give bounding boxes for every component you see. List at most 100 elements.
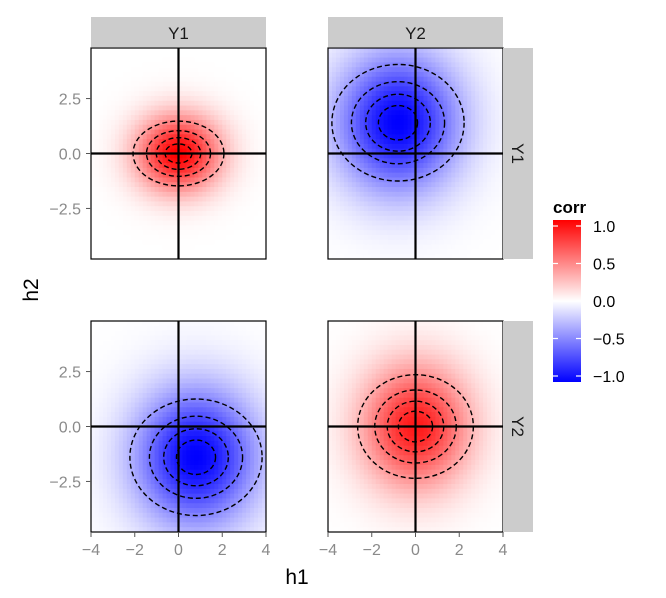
- heat-cell: [150, 62, 156, 68]
- heat-cell: [435, 167, 440, 174]
- heat-cell: [379, 139, 385, 145]
- heat-cell: [451, 191, 456, 198]
- heat-cell: [174, 115, 180, 121]
- heat-cell: [222, 105, 227, 111]
- heat-cell: [339, 158, 345, 164]
- heat-cell: [162, 196, 168, 203]
- heat-cell: [162, 402, 168, 408]
- heat-cell: [210, 196, 215, 203]
- heat-cell: [126, 187, 132, 193]
- heat-cell: [343, 177, 349, 183]
- heat-cell: [194, 244, 199, 251]
- heat-cell: [118, 57, 124, 63]
- heat-cell: [347, 215, 353, 222]
- heat-cell: [331, 239, 337, 246]
- heat-cell: [91, 378, 96, 384]
- heat-cell: [395, 254, 401, 259]
- heat-cell: [331, 211, 337, 217]
- heat-cell: [367, 225, 373, 231]
- heat-cell: [162, 397, 168, 404]
- heat-cell: [415, 57, 421, 63]
- heat-cell: [238, 220, 243, 227]
- heat-cell: [423, 177, 429, 183]
- heat-cell: [435, 139, 440, 145]
- heat-cell: [126, 244, 132, 251]
- heat-cell: [98, 76, 104, 83]
- heat-cell: [202, 349, 207, 356]
- heat-cell: [383, 153, 389, 159]
- heat-cell: [435, 153, 440, 159]
- heat-cell: [186, 115, 192, 121]
- heat-cell: [391, 225, 397, 231]
- heat-cell: [150, 215, 156, 222]
- heat-cell: [335, 172, 341, 179]
- heat-cell: [363, 172, 369, 179]
- heat-cell: [174, 110, 180, 116]
- heat-cell: [102, 225, 108, 231]
- heat-cell: [114, 115, 120, 121]
- heat-cell: [202, 402, 207, 408]
- heat-cell: [226, 431, 231, 437]
- heat-cell: [170, 91, 176, 97]
- heat-cell: [455, 129, 460, 135]
- heat-cell: [254, 349, 259, 356]
- heat-cell: [262, 163, 266, 169]
- heat-cell: [371, 105, 377, 111]
- heat-cell: [150, 86, 156, 92]
- heat-cell: [254, 187, 259, 193]
- heat-cell: [491, 57, 496, 63]
- heat-cell: [246, 239, 251, 246]
- heat-cell: [98, 163, 104, 169]
- heat-cell: [166, 359, 172, 365]
- heat-cell: [226, 177, 231, 183]
- heat-cell: [102, 335, 108, 341]
- heat-cell: [347, 81, 353, 87]
- heat-cell: [238, 436, 243, 442]
- heat-cell: [226, 143, 231, 150]
- heat-cell: [254, 426, 259, 432]
- heat-cell: [379, 124, 385, 131]
- heat-cell: [210, 105, 215, 111]
- heat-cell: [114, 407, 120, 413]
- heat-cell: [451, 76, 456, 83]
- heat-cell: [487, 182, 492, 188]
- heat-cell: [487, 134, 492, 140]
- heat-cell: [118, 402, 124, 408]
- heat-cell: [335, 196, 341, 203]
- heat-cell: [375, 211, 381, 217]
- heat-cell: [246, 402, 251, 408]
- heat-cell: [94, 163, 100, 169]
- heat-cell: [355, 48, 361, 54]
- heat-cell: [214, 373, 219, 380]
- heat-cell: [246, 71, 251, 78]
- heat-cell: [234, 325, 239, 332]
- heat-cell: [254, 57, 259, 63]
- heat-cell: [415, 158, 421, 164]
- heat-cell: [106, 196, 112, 203]
- heat-cell: [427, 235, 433, 241]
- heat-cell: [218, 426, 223, 432]
- heat-cell: [359, 148, 365, 155]
- heat-cell: [419, 201, 425, 207]
- heat-cell: [427, 191, 433, 198]
- heat-cell: [174, 134, 180, 140]
- heat-cell: [142, 86, 148, 92]
- heat-cell: [258, 71, 263, 78]
- heat-cell: [238, 172, 243, 179]
- heat-cell: [190, 254, 196, 259]
- heat-cell: [395, 119, 401, 126]
- heat-cell: [134, 196, 140, 203]
- heat-cell: [403, 196, 409, 203]
- heat-cell: [126, 196, 132, 203]
- heat-cell: [407, 206, 413, 212]
- heat-cell: [403, 225, 409, 231]
- heat-cell: [499, 95, 503, 102]
- heat-cell: [343, 239, 349, 246]
- heat-cell: [335, 235, 341, 241]
- heat-cell: [226, 407, 231, 413]
- heat-cell: [238, 48, 243, 54]
- heat-cell: [375, 182, 381, 188]
- heat-cell: [387, 163, 393, 169]
- heat-cell: [447, 177, 452, 183]
- heat-cell: [335, 244, 341, 251]
